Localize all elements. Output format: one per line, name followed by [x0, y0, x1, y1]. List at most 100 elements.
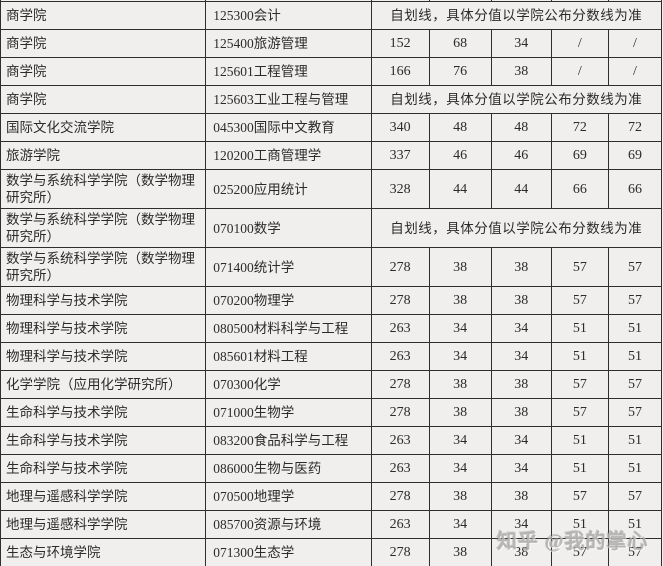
table-row: 数学与系统科学学院（数学物理研究所） 070100数学 自划线，具体分值以学院公布分… [0, 208, 663, 248]
score-cell: 44 [428, 169, 492, 209]
college-cell: 地理与遥感科学学院 [0, 482, 207, 511]
college-cell: 商学院 [0, 1, 207, 30]
score-cell: 51 [550, 454, 609, 483]
score-cell: 57 [607, 370, 663, 399]
table-row: 商学院 125300会计 自划线，具体分值以学院公布分数线为准 [0, 1, 663, 30]
score-cell: 263 [370, 314, 430, 343]
score-cell: 51 [550, 426, 609, 455]
score-cell: 38 [428, 538, 492, 566]
college-cell: 物理科学与技术学院 [0, 342, 207, 371]
score-cell: 57 [607, 398, 663, 427]
score-cell: 34 [490, 510, 552, 539]
score-cell: 66 [550, 169, 609, 209]
score-cell: 66 [607, 169, 663, 209]
score-cell: 69 [550, 141, 609, 170]
self-drawn-line-note-cell: 自划线，具体分值以学院公布分数线为准 [370, 208, 663, 248]
score-cell: 57 [607, 538, 663, 566]
program-cell: 085601材料工程 [205, 342, 372, 371]
score-cell: 263 [370, 342, 430, 371]
college-cell: 数学与系统科学学院（数学物理研究所） [0, 169, 207, 209]
score-cell: 51 [607, 314, 663, 343]
score-cell: 51 [607, 510, 663, 539]
score-cell: 34 [428, 510, 492, 539]
table-row: 生态与环境学院 071300生态学 278 38 38 57 57 [0, 538, 663, 566]
table-row: 物理科学与技术学院 080500材料科学与工程 263 34 34 51 51 [0, 314, 663, 343]
score-cell: 51 [607, 426, 663, 455]
program-cell: 070300化学 [205, 370, 372, 399]
table-row: 生命科学与技术学院 086000生物与医药 263 34 34 51 51 [0, 454, 663, 483]
college-cell: 商学院 [0, 29, 207, 58]
program-cell: 086000生物与医药 [205, 454, 372, 483]
college-cell: 化学学院（应用化学研究所） [0, 370, 207, 399]
score-cell: 38 [490, 482, 552, 511]
score-cell: 57 [607, 482, 663, 511]
score-cell: 46 [428, 141, 492, 170]
college-cell: 数学与系统科学学院（数学物理研究所） [0, 208, 207, 248]
score-cell: 57 [607, 286, 663, 315]
college-cell: 商学院 [0, 85, 207, 114]
college-cell: 生命科学与技术学院 [0, 426, 207, 455]
score-cell: 57 [607, 247, 663, 287]
program-cell: 045300国际中文教育 [205, 113, 372, 142]
table-row: 国际文化交流学院 045300国际中文教育 340 48 48 72 72 [0, 113, 663, 142]
score-cell: 44 [490, 169, 552, 209]
college-cell: 商学院 [0, 57, 207, 86]
program-cell: 080500材料科学与工程 [205, 314, 372, 343]
score-cell: 38 [490, 286, 552, 315]
score-cell: 51 [607, 454, 663, 483]
score-cell: 57 [550, 370, 609, 399]
table-row: 物理科学与技术学院 085601材料工程 263 34 34 51 51 [0, 342, 663, 371]
score-cell: 38 [490, 538, 552, 566]
self-drawn-line-note-cell: 自划线，具体分值以学院公布分数线为准 [370, 1, 663, 30]
score-cell: 51 [550, 314, 609, 343]
score-cell: 278 [370, 247, 430, 287]
score-cell: 278 [370, 370, 430, 399]
score-cell: 278 [370, 538, 430, 566]
score-cell: 76 [428, 57, 492, 86]
table-row: 化学学院（应用化学研究所） 070300化学 278 38 38 57 57 [0, 370, 663, 399]
score-cell: / [550, 29, 609, 58]
score-cell: 278 [370, 398, 430, 427]
college-cell: 物理科学与技术学院 [0, 286, 207, 315]
score-cell: 152 [370, 29, 430, 58]
score-cell: 34 [490, 454, 552, 483]
table-row: 商学院 125601工程管理 166 76 38// [0, 57, 663, 86]
score-cell: 51 [550, 510, 609, 539]
score-cell: 337 [370, 141, 430, 170]
score-cell: 57 [550, 398, 609, 427]
program-cell: 070200物理学 [205, 286, 372, 315]
table-row: 旅游学院 120200工商管理学 337 46 46 69 69 [0, 141, 663, 170]
score-cell: 38 [428, 247, 492, 287]
score-cell: 38 [428, 398, 492, 427]
score-cell: 34 [490, 426, 552, 455]
program-cell: 083200食品科学与工程 [205, 426, 372, 455]
table-row: 生命科学与技术学院 083200食品科学与工程 263 34 34 51 51 [0, 426, 663, 455]
score-cell: 278 [370, 482, 430, 511]
score-cell: 34 [428, 454, 492, 483]
score-cell: 34 [490, 342, 552, 371]
program-cell: 071000生物学 [205, 398, 372, 427]
program-cell: 125400旅游管理 [205, 29, 372, 58]
program-cell: 071300生态学 [205, 538, 372, 566]
score-cell: 46 [490, 141, 552, 170]
score-cell: 57 [550, 538, 609, 566]
program-cell: 071400统计学 [205, 247, 372, 287]
program-cell: 025200应用统计 [205, 169, 372, 209]
score-cell: 328 [370, 169, 430, 209]
score-cell: 48 [490, 113, 552, 142]
table-row: 商学院 125603工业工程与管理 自划线，具体分值以学院公布分数线为准 [0, 85, 663, 114]
score-cell: 51 [550, 342, 609, 371]
score-cell: 278 [370, 286, 430, 315]
table-row: 数学与系统科学学院（数学物理研究所） 025200应用统计 328 44 44 66 66 [0, 169, 663, 209]
college-cell: 生命科学与技术学院 [0, 454, 207, 483]
college-cell: 国际文化交流学院 [0, 113, 207, 142]
program-cell: 070100数学 [205, 208, 372, 248]
score-cell: 72 [550, 113, 609, 142]
score-cell: 34 [428, 426, 492, 455]
score-cell: 34 [490, 314, 552, 343]
program-cell: 070500地理学 [205, 482, 372, 511]
score-cell: 34 [490, 29, 552, 58]
